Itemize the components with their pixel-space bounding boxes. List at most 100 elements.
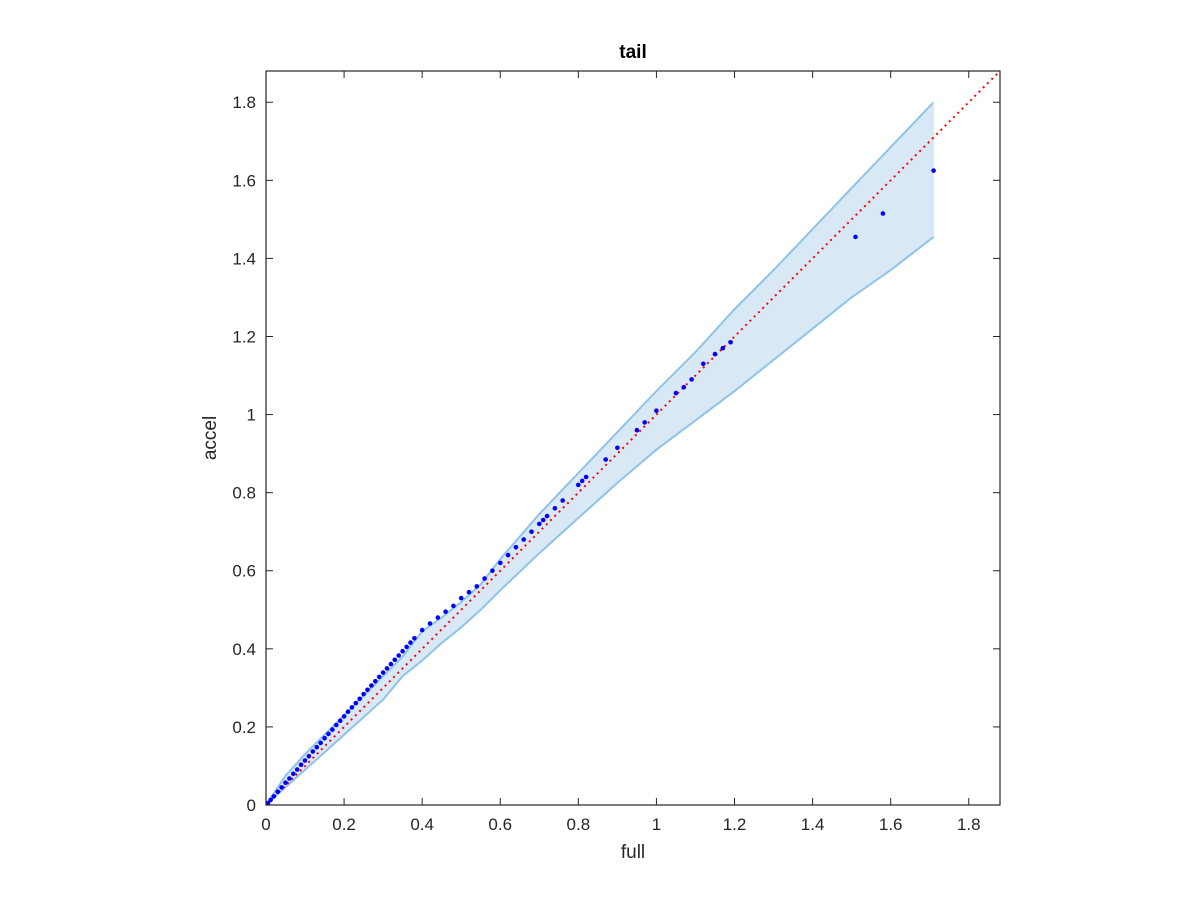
data-point <box>310 749 316 754</box>
x-tick-label: 1.4 <box>801 815 825 834</box>
y-tick-label: 1 <box>247 406 256 425</box>
data-point <box>384 666 390 671</box>
data-point <box>544 513 550 519</box>
data-point <box>513 545 519 550</box>
x-tick-label: 0.6 <box>488 815 512 834</box>
data-point <box>318 740 324 746</box>
data-point <box>560 498 565 503</box>
data-point <box>306 753 312 759</box>
data-point <box>540 517 546 523</box>
data-point <box>451 603 456 609</box>
y-tick-label: 1.6 <box>232 171 256 190</box>
band-lower-edge <box>265 236 935 806</box>
data-point <box>361 691 366 697</box>
x-tick-label: 1.6 <box>879 815 903 834</box>
data-point <box>388 661 394 667</box>
data-point <box>537 521 542 527</box>
data-point <box>291 771 296 777</box>
data-point <box>490 568 495 573</box>
data-point <box>400 648 405 654</box>
data-point <box>681 384 687 390</box>
data-point <box>603 457 608 462</box>
data-point <box>357 696 363 702</box>
data-point <box>373 678 378 684</box>
data-point <box>701 361 706 367</box>
data-point <box>689 377 694 382</box>
x-tick-label: 1.2 <box>723 815 747 834</box>
data-point <box>458 595 464 601</box>
chart-title: tail <box>619 42 646 63</box>
data-point <box>404 644 409 650</box>
y-tick-label: 1.4 <box>232 249 256 268</box>
data-point <box>474 584 480 589</box>
data-point <box>330 727 335 732</box>
data-point <box>579 478 585 484</box>
data-point <box>265 800 271 806</box>
plot-frame <box>265 70 1001 806</box>
y-tick-label: 1.2 <box>232 327 256 346</box>
reference-line <box>265 70 1001 806</box>
data-point <box>392 657 398 663</box>
data-point <box>529 529 534 534</box>
data-point <box>271 794 277 799</box>
data-point <box>427 621 433 626</box>
data-point <box>408 640 413 645</box>
data-point <box>654 408 659 414</box>
data-point <box>505 552 511 558</box>
y-axis-label: accel <box>200 416 221 460</box>
data-point <box>498 560 503 566</box>
data-point <box>720 345 726 351</box>
data-point <box>326 731 331 737</box>
data-point <box>376 674 382 680</box>
x-tick-label: 0.8 <box>567 815 591 834</box>
data-point <box>275 789 281 794</box>
data-point <box>615 445 620 451</box>
data-point <box>396 653 402 658</box>
y-tick-label: 0.6 <box>232 562 256 581</box>
data-point <box>880 211 886 216</box>
data-point <box>673 390 679 396</box>
y-tick-label: 0.4 <box>232 640 256 659</box>
data-point <box>419 627 425 633</box>
y-tick-label: 0.8 <box>232 484 256 503</box>
data-point <box>302 758 308 763</box>
x-tick-label: 0.4 <box>410 815 434 834</box>
data-point <box>412 636 417 641</box>
data-point <box>298 762 304 768</box>
data-point <box>349 705 355 710</box>
data-point <box>337 718 343 723</box>
x-tick-label: 1.8 <box>957 815 981 834</box>
y-ticks: 0 0.2 0.4 0.6 0.8 1 1.2 1.4 1.6 1.8 <box>232 93 1000 815</box>
data-point <box>353 700 359 706</box>
reference-line-layer <box>265 70 1001 806</box>
data-point <box>369 683 374 688</box>
data-point <box>322 735 327 741</box>
data-point <box>268 797 274 803</box>
data-point <box>435 615 441 620</box>
data-points <box>265 168 936 806</box>
data-point <box>466 589 472 595</box>
data-point <box>853 234 858 240</box>
y-tick-label: 1.8 <box>232 93 256 112</box>
data-point <box>482 576 487 581</box>
data-point <box>365 687 370 693</box>
data-point <box>634 427 640 433</box>
data-point <box>642 420 647 425</box>
data-point <box>287 776 292 781</box>
data-point <box>521 537 526 542</box>
data-point <box>283 780 288 785</box>
x-ticks: 0 0.2 0.4 0.6 0.8 1 1.2 1.4 1.6 1.8 <box>261 71 981 834</box>
data-point <box>380 670 386 675</box>
data-point <box>314 744 320 750</box>
data-point <box>345 709 351 714</box>
data-point <box>443 609 448 614</box>
data-point <box>583 474 589 480</box>
data-point <box>279 785 284 790</box>
data-point <box>294 767 300 772</box>
data-point <box>728 340 733 345</box>
data-point <box>341 714 347 719</box>
y-tick-label: 0.2 <box>232 718 256 737</box>
x-tick-label: 0 <box>261 815 270 834</box>
data-point <box>334 722 339 728</box>
